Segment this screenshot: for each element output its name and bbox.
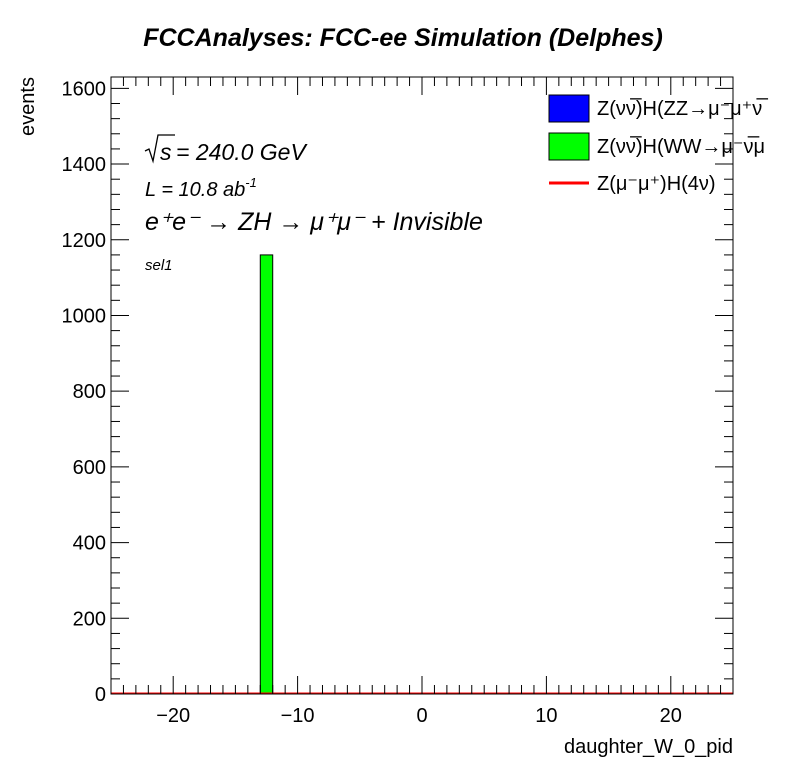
y-tick-label: 0 <box>95 684 106 706</box>
legend-label: Z(νν̅)H(WW→μ⁻ν̅μ <box>597 135 765 158</box>
chart-title: FCCAnalyses: FCC-ee Simulation (Delphes) <box>143 24 663 52</box>
legend: Z(νν̅)H(ZZ→μ⁻μ⁺ν̅ Z(νν̅)H(WW→μ⁻ν̅μ Z(μ⁻μ⁺)… <box>548 94 768 195</box>
sqrt-symbol <box>144 134 175 164</box>
y-axis-ticks: 0 200 400 600 800 1000 1200 1400 1600 <box>62 78 733 706</box>
sqrt-s-annotation: s = 240.0 GeV <box>144 134 308 165</box>
x-tick-label: −10 <box>281 705 315 727</box>
y-tick-label: 600 <box>73 457 106 479</box>
legend-label: Z(νν̅)H(ZZ→μ⁻μ⁺ν̅ <box>597 97 768 120</box>
process-annotation: e⁺e⁻ → ZH → μ⁺μ⁻ + Invisible <box>145 208 483 236</box>
legend-swatch <box>548 94 590 123</box>
bars-layer <box>259 254 274 695</box>
x-tick-label: 20 <box>660 705 682 727</box>
y-tick-label: 200 <box>73 608 106 630</box>
y-tick-label: 400 <box>73 533 106 555</box>
selection-annotation: sel1 <box>145 257 173 274</box>
x-tick-label: 10 <box>535 705 557 727</box>
y-tick-label: 1200 <box>62 230 107 252</box>
y-axis-label: events <box>17 77 39 136</box>
lumi-exponent: -1 <box>245 175 257 190</box>
histogram-bar <box>259 254 274 695</box>
legend-swatch <box>548 132 590 161</box>
y-tick-label: 800 <box>73 381 106 403</box>
sqrt-s-symbol: s <box>160 139 172 165</box>
y-tick-label: 1600 <box>62 78 107 100</box>
svg-text:L = 10.8 ab-1: L = 10.8 ab-1 <box>145 175 257 201</box>
y-tick-label: 1000 <box>62 305 107 327</box>
legend-label: Z(μ⁻μ⁺)H(4ν) <box>597 173 716 195</box>
luminosity-annotation: L = 10.8 ab-1 <box>145 175 257 201</box>
x-axis-label: daughter_W_0_pid <box>564 736 733 758</box>
x-tick-label: −20 <box>156 705 190 727</box>
x-axis-ticks: −20 −10 0 10 20 <box>110 77 734 727</box>
x-tick-label: 0 <box>416 705 427 727</box>
y-tick-label: 1400 <box>62 154 107 176</box>
sqrt-s-value: = 240.0 GeV <box>176 139 308 165</box>
lumi-text: L = 10.8 ab <box>145 179 245 201</box>
